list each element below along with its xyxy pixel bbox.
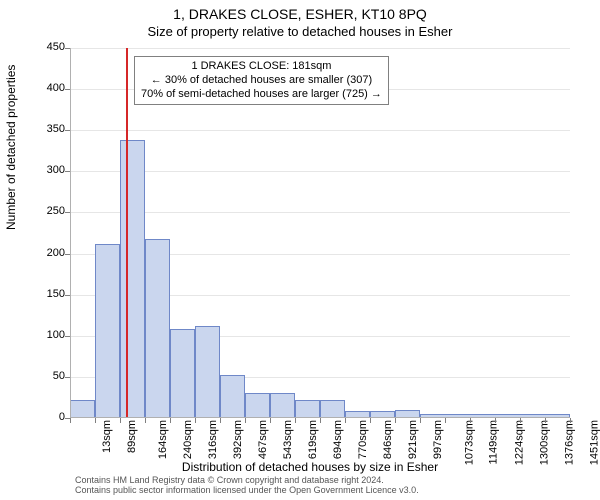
x-tick-label: 770sqm: [357, 420, 369, 459]
x-tick-label: 240sqm: [182, 420, 194, 459]
histogram-bar: [295, 400, 320, 418]
x-tick-label: 997sqm: [432, 420, 444, 459]
histogram-bar: [70, 400, 95, 418]
x-tick-mark: [120, 418, 121, 423]
histogram-bar: [245, 393, 270, 418]
x-tick-label: 164sqm: [157, 420, 169, 459]
x-tick-mark: [445, 418, 446, 423]
chart-subtitle: Size of property relative to detached ho…: [0, 24, 600, 39]
x-tick-label: 921sqm: [407, 420, 419, 459]
y-tick-label: 400: [25, 82, 65, 94]
histogram-bar: [95, 244, 120, 418]
x-tick-mark: [345, 418, 346, 423]
y-tick-label: 300: [25, 164, 65, 176]
x-tick-mark: [520, 418, 521, 423]
x-tick-mark: [145, 418, 146, 423]
y-tick-label: 150: [25, 288, 65, 300]
x-tick-mark: [245, 418, 246, 423]
y-tick-label: 350: [25, 123, 65, 135]
x-tick-label: 1073sqm: [463, 420, 475, 465]
histogram-bar: [195, 326, 220, 418]
gridline: [70, 212, 570, 213]
y-tick-label: 100: [25, 329, 65, 341]
y-tick-label: 200: [25, 247, 65, 259]
histogram-bar: [220, 375, 245, 418]
x-tick-mark: [195, 418, 196, 423]
gridline: [70, 130, 570, 131]
x-tick-mark: [320, 418, 321, 423]
plot-area: 05010015020025030035040045013sqm89sqm164…: [70, 48, 570, 418]
x-tick-mark: [420, 418, 421, 423]
chart-title: 1, DRAKES CLOSE, ESHER, KT10 8PQ: [0, 6, 600, 22]
y-axis: [70, 48, 71, 418]
x-tick-mark: [495, 418, 496, 423]
gridline: [70, 48, 570, 49]
x-tick-label: 13sqm: [101, 420, 113, 453]
x-tick-label: 1451sqm: [588, 420, 600, 465]
footer-line-2: Contains public sector information licen…: [75, 486, 419, 496]
x-tick-mark: [295, 418, 296, 423]
y-tick-label: 450: [25, 41, 65, 53]
x-tick-mark: [170, 418, 171, 423]
property-marker-line: [126, 48, 128, 418]
histogram-bar: [120, 140, 145, 418]
x-tick-label: 392sqm: [232, 420, 244, 459]
y-axis-label: Number of detached properties: [4, 65, 18, 230]
y-tick-label: 0: [25, 411, 65, 423]
x-tick-label: 1149sqm: [487, 420, 499, 464]
x-tick-mark: [545, 418, 546, 423]
chart-container: 1, DRAKES CLOSE, ESHER, KT10 8PQ Size of…: [0, 0, 600, 500]
x-tick-label: 467sqm: [257, 420, 269, 459]
x-tick-mark: [370, 418, 371, 423]
x-tick-mark: [470, 418, 471, 423]
y-tick-label: 50: [25, 370, 65, 382]
x-axis-label: Distribution of detached houses by size …: [10, 460, 600, 474]
annotation-line: ← 30% of detached houses are smaller (30…: [141, 74, 382, 88]
x-tick-mark: [270, 418, 271, 423]
histogram-bar: [145, 239, 170, 418]
x-tick-label: 543sqm: [282, 420, 294, 459]
annotation-line: 1 DRAKES CLOSE: 181sqm: [141, 60, 382, 74]
x-tick-mark: [570, 418, 571, 423]
x-tick-label: 89sqm: [126, 420, 138, 453]
x-tick-label: 619sqm: [307, 420, 319, 459]
histogram-bar: [170, 329, 195, 418]
x-tick-label: 1376sqm: [563, 420, 575, 465]
x-tick-label: 694sqm: [332, 420, 344, 459]
x-tick-label: 1224sqm: [513, 420, 525, 465]
histogram-bar: [320, 400, 345, 418]
footer-attribution: Contains HM Land Registry data © Crown c…: [75, 476, 419, 496]
annotation-box: 1 DRAKES CLOSE: 181sqm← 30% of detached …: [134, 56, 389, 105]
x-tick-label: 1300sqm: [538, 420, 550, 465]
y-tick-label: 250: [25, 205, 65, 217]
x-tick-label: 846sqm: [382, 420, 394, 459]
gridline: [70, 171, 570, 172]
annotation-line: 70% of semi-detached houses are larger (…: [141, 88, 382, 102]
histogram-bar: [270, 393, 295, 418]
x-tick-mark: [70, 418, 71, 423]
x-tick-mark: [220, 418, 221, 423]
x-tick-label: 316sqm: [207, 420, 219, 459]
x-tick-mark: [95, 418, 96, 423]
x-tick-mark: [395, 418, 396, 423]
